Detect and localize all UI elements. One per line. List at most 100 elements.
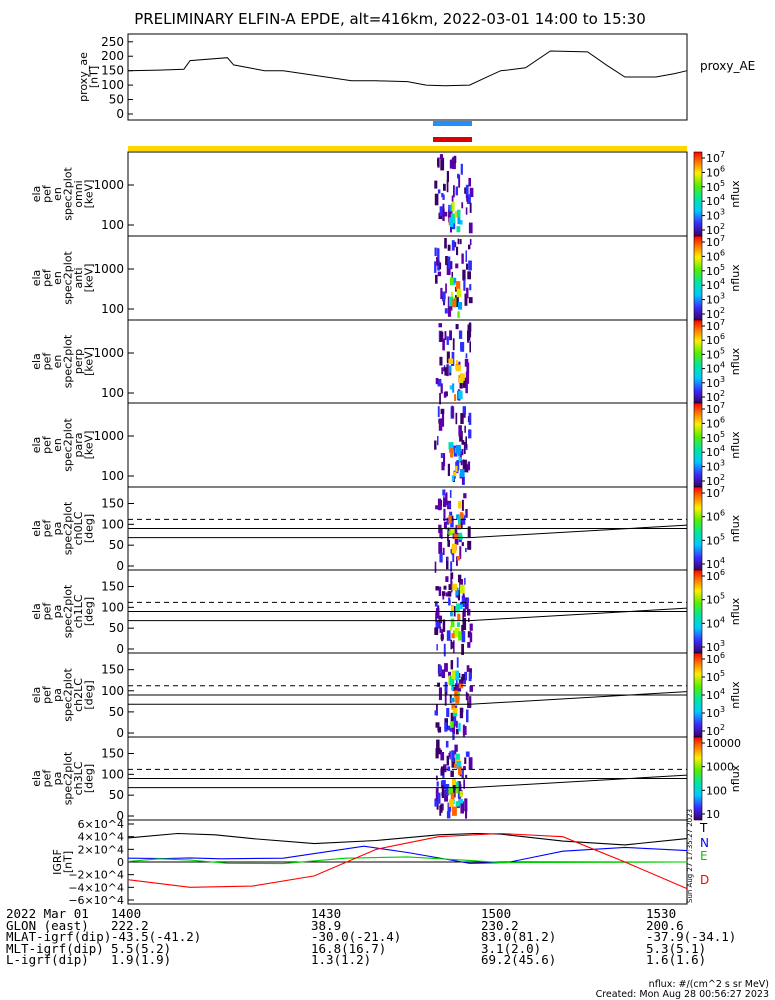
heat-pixel [448, 752, 451, 757]
heat-pixel [458, 174, 461, 188]
heat-pixel [464, 577, 466, 585]
heat-pixel [441, 785, 445, 798]
colorbar [693, 151, 703, 237]
footer-cell: 38.9 [311, 917, 342, 933]
heat-pixel [469, 696, 472, 708]
heat-pixel [440, 766, 445, 776]
heat-pixel [450, 302, 453, 311]
ytick-label: 1000 [93, 346, 124, 360]
footer-row-label: 2022 Mar 01 [6, 906, 89, 921]
heat-pixel [458, 516, 461, 526]
plot-title: PRELIMINARY ELFIN-A EPDE, alt=416km, 202… [134, 10, 646, 28]
ylabel-line: ela [30, 186, 43, 203]
heat-pixel [451, 544, 457, 554]
heat-pixel [437, 725, 440, 731]
ylabel-line: ch0LC [72, 511, 85, 545]
heat-pixel [437, 247, 439, 259]
heat-pixel [437, 792, 441, 804]
heat-pixel [463, 413, 466, 418]
heat-pixel [447, 305, 452, 317]
heat-pixel [460, 512, 464, 519]
colorbar-tick-label: 103 [706, 375, 725, 390]
heat-pixel [451, 703, 455, 710]
heat-pixel [452, 712, 458, 717]
colorbar-tick-label: 107 [706, 234, 725, 249]
heat-pixel [442, 291, 446, 300]
orbit-status-bar [128, 146, 687, 151]
ylabel-line: en [51, 355, 64, 369]
heat-pixel [445, 256, 448, 266]
igrf-legend-D: D [700, 873, 709, 887]
heat-pixel [436, 607, 440, 619]
heat-pixel [450, 578, 453, 585]
heat-pixel [446, 708, 450, 717]
heat-pixel [464, 187, 467, 194]
side-timestamp: Sun Aug 27 17:35:27 2023 [686, 809, 694, 903]
heat-pixel [468, 297, 473, 304]
heat-pixel [459, 707, 464, 719]
colorbar-tick-label: 102 [706, 473, 725, 488]
heat-pixel [468, 322, 472, 332]
heat-pixel [453, 534, 459, 539]
heat-pixel [468, 757, 473, 770]
heat-pixel [466, 598, 470, 603]
colorbar [693, 402, 703, 488]
heat-pixel [440, 752, 445, 761]
heat-pixel [447, 591, 452, 597]
colorbar-label: nflux [729, 431, 742, 459]
heat-pixel [450, 448, 453, 458]
heat-pixel [448, 261, 453, 270]
heat-pixel [434, 710, 438, 716]
colorbar [693, 486, 703, 571]
heat-pixel [465, 691, 468, 701]
ylabel-line: ela [30, 603, 43, 620]
ylabel-line: en [51, 187, 64, 201]
footer-cell: 1400 [111, 906, 142, 921]
heat-pixel [436, 775, 438, 781]
heat-pixel [444, 681, 448, 692]
heat-pixel [446, 517, 450, 525]
ylabel-line: [nT] [61, 851, 74, 873]
heat-pixel [464, 671, 468, 681]
proxy-ae-ylabel: proxy_ae[nT] [77, 52, 101, 102]
heat-pixel [462, 459, 465, 470]
heat-pixel [457, 173, 460, 179]
heat-pixel [451, 750, 455, 762]
heat-pixel [441, 193, 444, 198]
ytick-label: 4×10^4 [78, 831, 124, 844]
heat-pixel [443, 183, 446, 191]
footer-cell: 5.3(5.1) [646, 940, 707, 956]
ytick-label: 150 [101, 497, 124, 511]
heat-pixel [449, 205, 452, 212]
heat-pixel [465, 774, 468, 779]
heat-pixel [457, 390, 459, 401]
heat-pixel [467, 642, 471, 648]
heat-pixel [436, 739, 440, 752]
ytick-label: 1000 [93, 262, 124, 276]
heat-pixel [456, 680, 458, 686]
heat-pixel [444, 693, 447, 706]
heat-pixel [446, 556, 449, 570]
heat-pixel [444, 308, 448, 314]
ytick-label: 0 [116, 642, 124, 656]
heat-pixel [455, 465, 458, 472]
heat-pixel [468, 178, 471, 187]
heat-pixel [445, 784, 450, 796]
heat-pixel [438, 687, 442, 701]
heat-pixel [460, 460, 463, 466]
ytick-label: 150 [101, 663, 124, 677]
heat-pixel [458, 532, 463, 537]
heat-pixel [465, 382, 468, 394]
heat-pixel [456, 556, 458, 566]
heat-pixel [459, 373, 465, 381]
heat-pixel [445, 492, 448, 505]
heat-pixel [448, 671, 451, 678]
heat-pixel [469, 187, 474, 198]
heat-pixel [437, 406, 440, 418]
heat-pixel [457, 781, 461, 786]
heat-pixel [451, 240, 455, 251]
ytick-label: 50 [109, 705, 124, 719]
colorbar-tick-label: 10 [706, 808, 720, 821]
heat-pixel [455, 360, 458, 368]
ylabel-line: pef [40, 685, 53, 704]
